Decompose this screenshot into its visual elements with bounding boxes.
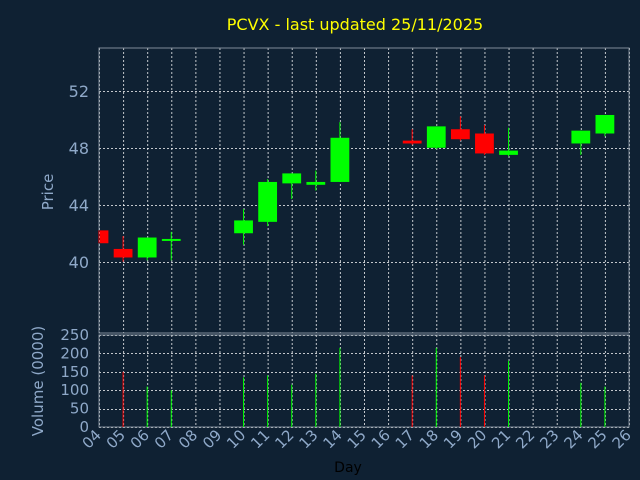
volume-tick-label: 100 (60, 381, 89, 399)
candle-body (450, 129, 470, 140)
candle-05 (113, 236, 133, 262)
candle-11 (258, 179, 278, 227)
candle-06 (137, 237, 157, 261)
volume-tick-label: 150 (60, 363, 89, 381)
price-axis-label: Price (39, 174, 57, 211)
chart-title: PCVX - last updated 25/11/2025 (227, 15, 483, 34)
candle-body (161, 238, 181, 241)
candle-body (234, 220, 253, 234)
candle-body (113, 248, 133, 258)
candle-13 (306, 170, 326, 191)
price-candles (98, 114, 615, 262)
volume-tick-label: 250 (60, 326, 89, 344)
candle-24 (571, 130, 591, 155)
price-panel-frame (98, 47, 630, 334)
price-tick-label: 48 (69, 139, 89, 158)
price-tick-labels: 40 44 48 52 (69, 82, 89, 272)
x-axis-label: Day (334, 460, 362, 476)
volume-bars (122, 347, 606, 427)
price-grid (99, 48, 630, 333)
candle-18 (426, 126, 446, 150)
candle-21 (499, 127, 518, 157)
price-tick-label: 52 (69, 82, 89, 101)
candle-body (258, 181, 278, 222)
candle-04 (98, 230, 109, 244)
price-tick-label: 44 (69, 196, 89, 215)
volume-tick-label: 0 (79, 418, 89, 436)
candle-body (426, 126, 446, 148)
candle-12 (282, 173, 302, 200)
candle-body (402, 140, 422, 144)
candle-07 (161, 231, 181, 261)
candle-body (499, 150, 518, 155)
candle-body (571, 130, 591, 144)
candle-body (137, 237, 157, 258)
candle-body (306, 181, 326, 185)
candle-body (595, 114, 615, 134)
candle-body (330, 137, 350, 182)
candle-20 (475, 124, 494, 155)
candle-body (475, 133, 494, 154)
candle-17 (402, 129, 422, 145)
price-tick-label: 40 (69, 253, 89, 272)
volume-panel-frame (98, 334, 630, 428)
candle-25 (595, 114, 615, 137)
candle-14 (330, 122, 350, 182)
candle-10 (234, 209, 253, 245)
candle-body (282, 173, 302, 184)
volume-tick-label: 200 (60, 344, 89, 362)
candle-body (100, 230, 109, 244)
candle-19 (450, 116, 470, 141)
x-tick-labels: 0405060708091011121314151617181920212223… (79, 426, 635, 452)
volume-axis-label: Volume (0000) (29, 326, 47, 436)
volume-tick-label: 50 (70, 400, 89, 418)
